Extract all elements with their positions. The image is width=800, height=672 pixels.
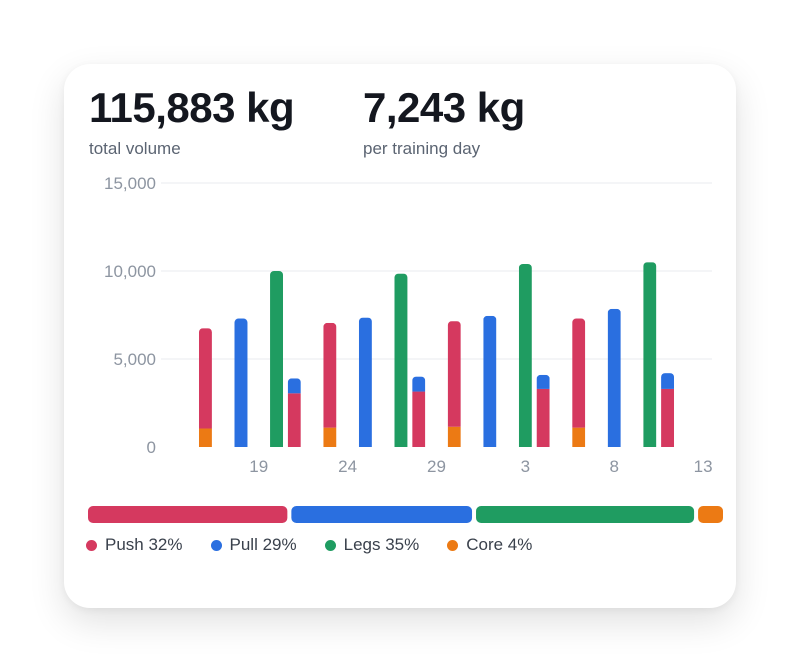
bar-legs — [270, 271, 284, 447]
legend-label-legs: Legs 35% — [343, 535, 420, 554]
distribution-segment-pull — [291, 506, 473, 523]
bar-legs — [394, 273, 408, 447]
bar-push — [536, 388, 550, 447]
distribution-segment-legs — [476, 506, 695, 523]
y-tick-label: 15,000 — [104, 174, 156, 193]
distribution-segment-core — [698, 506, 723, 523]
volume-bar-chart: 15,000 10,000 5,000 0 19 24 29 3 8 13 — [88, 174, 723, 523]
legend: Push 32% Pull 29% Legs 35% Core 4% — [86, 534, 706, 556]
bar-pull — [412, 376, 426, 392]
bar-pull — [483, 315, 497, 447]
bar-push — [323, 322, 337, 428]
legend-label-core: Core 4% — [466, 535, 533, 554]
bar-push — [572, 318, 586, 428]
legend-dot-legs — [324, 539, 336, 551]
bar-core — [572, 427, 586, 447]
total-volume-stat: 115,883 kg total volume — [89, 84, 295, 159]
bar-pull — [358, 317, 372, 447]
bar-pull — [661, 373, 675, 389]
y-tick-label: 10,000 — [104, 262, 156, 281]
x-tick-label: 19 — [249, 457, 268, 476]
bar-push — [287, 393, 301, 447]
legend-item-legs: Legs 35% — [324, 534, 420, 556]
bar-legs — [643, 262, 657, 447]
legend-label-pull: Pull 29% — [229, 535, 297, 554]
legend-label-push: Push 32% — [105, 535, 183, 554]
bar-push — [447, 321, 461, 427]
per-day-stat: 7,243 kg per training day — [363, 84, 525, 159]
x-tick-label: 3 — [521, 457, 530, 476]
volume-card: 115,883 kg total volume 7,243 kg per tra… — [64, 64, 736, 608]
y-tick-label: 0 — [147, 438, 156, 457]
legend-item-core: Core 4% — [447, 534, 532, 556]
bar-legs — [518, 263, 532, 447]
bar-pull — [234, 318, 248, 447]
distribution-segment-push — [88, 506, 288, 523]
bar-core — [447, 426, 461, 447]
legend-dot-core — [447, 539, 459, 551]
y-tick-label: 5,000 — [113, 350, 156, 369]
x-tick-label: 8 — [610, 457, 619, 476]
bar-push — [198, 328, 212, 429]
bar-pull — [287, 378, 301, 394]
bar-pull — [536, 374, 550, 389]
legend-dot-push — [86, 539, 97, 551]
total-volume-label: total volume — [89, 139, 181, 158]
x-tick-label: 24 — [338, 457, 357, 476]
bar-push — [412, 391, 426, 447]
total-volume-value: 115,883 kg — [89, 84, 295, 131]
bar-core — [198, 428, 212, 447]
bar-pull — [607, 308, 621, 447]
legend-dot-pull — [210, 539, 222, 551]
legend-item-push: Push 32% — [86, 534, 183, 556]
per-day-value: 7,243 kg — [363, 84, 525, 131]
x-tick-label: 13 — [694, 457, 713, 476]
bar-core — [323, 427, 337, 447]
x-tick-label: 29 — [427, 457, 446, 476]
bar-push — [661, 388, 675, 447]
legend-item-pull: Pull 29% — [210, 534, 297, 556]
per-day-label: per training day — [363, 139, 481, 158]
